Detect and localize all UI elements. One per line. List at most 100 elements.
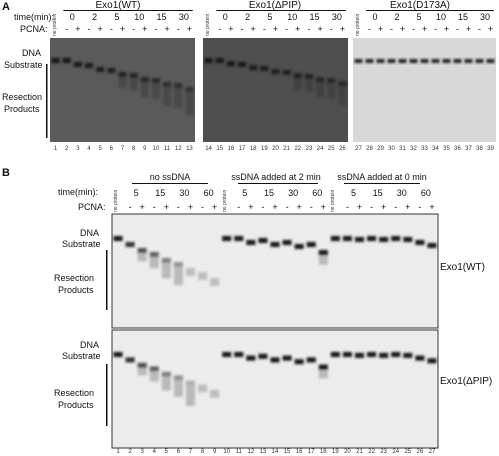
time-label-a-1-2: 2 xyxy=(92,12,98,22)
lane-number-b-2: 2 xyxy=(128,449,132,455)
pcna-sign-a-3-6: + xyxy=(421,24,428,34)
condition-line-2 xyxy=(238,183,318,184)
pcna-sign-b-1-1: - xyxy=(128,202,132,212)
lane-number-b-9: 9 xyxy=(212,449,217,455)
pcna-sign-b-1-4: + xyxy=(163,202,169,212)
band-b-top-4 xyxy=(149,252,159,257)
lane-number-b-14: 14 xyxy=(271,449,279,455)
lane-number-a-21: 21 xyxy=(283,146,290,152)
panel-a-letter: A xyxy=(2,1,10,13)
panel-b-time-label: time(min): xyxy=(58,187,98,197)
lane-number-a-29: 29 xyxy=(377,146,384,152)
band-b-top-27 xyxy=(427,243,437,248)
time-label-a-2-5: 15 xyxy=(309,12,320,22)
pcna-sign-a-3-1: - xyxy=(368,24,371,34)
lane-number-a-16: 16 xyxy=(227,146,235,152)
no-protein-label-b-3: no protein xyxy=(330,189,337,212)
panel-b-pcna-label: PCNA: xyxy=(78,202,106,212)
band-a-1-13 xyxy=(185,87,194,92)
lane-number-b-26: 26 xyxy=(416,449,424,455)
lane-number-b-1: 1 xyxy=(116,449,120,455)
pcna-sign-a-3-5: - xyxy=(412,24,415,34)
time-label-b-2-4: 60 xyxy=(312,188,323,198)
smear-a-2-9 xyxy=(293,78,302,91)
pcna-sign-a-1-8: + xyxy=(142,24,148,34)
band-a-1-4 xyxy=(84,63,94,68)
lane-number-a-10: 10 xyxy=(152,146,160,152)
lane-number-b-8: 8 xyxy=(200,449,205,455)
lane-number-a-28: 28 xyxy=(366,146,373,152)
pcna-sign-b-2-6: + xyxy=(296,202,302,212)
smear-a-1-10 xyxy=(151,83,161,99)
smear-a-1-8 xyxy=(129,78,138,90)
b-bottom-res-line2: Products xyxy=(58,400,94,410)
pcna-sign-a-2-2: + xyxy=(228,24,234,34)
lane-number-b-17: 17 xyxy=(307,449,315,455)
lane-number-a-12: 12 xyxy=(174,146,182,152)
pcna-sign-b-2-2: + xyxy=(248,202,254,212)
pcna-sign-a-3-9: - xyxy=(456,24,459,34)
pcna-sign-b-1-2: + xyxy=(139,202,145,212)
time-label-a-3-4: 10 xyxy=(435,12,447,22)
no-protein-label-a-3: no protein xyxy=(355,13,362,36)
pcna-sign-a-3-2: + xyxy=(377,24,384,34)
lane-number-a-35: 35 xyxy=(443,146,450,152)
panel-a-resection-line1: Resection xyxy=(2,92,43,102)
lane-number-b-19: 19 xyxy=(332,449,339,455)
band-a-2-2 xyxy=(215,58,224,63)
lane-number-a-13: 13 xyxy=(186,146,193,152)
smear-a-1-13 xyxy=(185,92,194,116)
no-protein-label-a-2: no protein xyxy=(205,13,212,36)
band-a-3-13 xyxy=(486,59,495,63)
time-label-a-1-4: 10 xyxy=(134,12,145,22)
lane-number-a-17: 17 xyxy=(238,146,246,152)
band-a-3-8 xyxy=(431,59,440,63)
band-b-bottom-14 xyxy=(270,357,280,363)
pcna-sign-a-3-3: - xyxy=(390,24,393,34)
band-b-top-22 xyxy=(367,236,377,241)
time-label-a-1-3: 5 xyxy=(114,12,120,22)
pcna-sign-a-2-6: + xyxy=(272,24,279,34)
band-b-bottom-4 xyxy=(149,366,159,372)
band-a-1-6 xyxy=(107,68,116,73)
lane-number-a-2: 2 xyxy=(65,146,69,152)
time-label-a-1-6: 30 xyxy=(178,12,189,22)
smear-a-1-12 xyxy=(174,88,183,108)
panel-a-resection-bracket xyxy=(46,64,48,138)
band-a-2-12 xyxy=(327,78,336,83)
pcna-sign-a-2-11: - xyxy=(329,24,333,34)
band-b-bottom-15 xyxy=(282,355,292,361)
band-b-bottom-3 xyxy=(137,362,147,368)
band-b-top-2 xyxy=(125,242,135,247)
smear-a-2-12 xyxy=(327,83,336,99)
pcna-sign-a-2-5: - xyxy=(262,24,266,34)
pcna-sign-a-1-3: - xyxy=(87,24,91,34)
pcna-sign-a-1-12: + xyxy=(186,24,193,34)
panel-a-gel-3 xyxy=(353,38,496,142)
lane-number-a-14: 14 xyxy=(205,146,212,152)
pcna-sign-a-2-10: + xyxy=(317,24,323,34)
lane-number-a-32: 32 xyxy=(410,146,417,152)
panel-b-gel-top xyxy=(111,213,439,329)
band-b-top-21 xyxy=(354,237,365,242)
band-b-bottom-23 xyxy=(379,352,389,358)
band-b-bottom-16 xyxy=(294,359,304,365)
pcna-sign-a-1-2: + xyxy=(75,24,81,34)
pcna-sign-b-3-7: - xyxy=(418,202,422,212)
smear-b-top-18 xyxy=(318,255,328,265)
pcna-sign-b-2-7: - xyxy=(309,202,313,212)
band-b-bottom-25 xyxy=(403,352,413,358)
panel-b-top-bracket xyxy=(106,250,108,310)
band-a-3-10 xyxy=(453,59,462,63)
band-b-top-13 xyxy=(258,238,268,243)
lane-number-b-4: 4 xyxy=(152,449,156,455)
band-b-top-11 xyxy=(234,236,244,241)
lane-number-a-15: 15 xyxy=(216,146,224,152)
band-a-2-9 xyxy=(293,73,302,79)
pcna-sign-b-2-5: - xyxy=(285,202,289,212)
time-label-a-2-1: 0 xyxy=(222,12,228,22)
time-label-a-2-2: 2 xyxy=(245,12,251,22)
smear-a-2-11 xyxy=(316,82,325,98)
lane-number-b-23: 23 xyxy=(380,449,387,455)
pcna-sign-a-2-4: + xyxy=(250,24,256,34)
